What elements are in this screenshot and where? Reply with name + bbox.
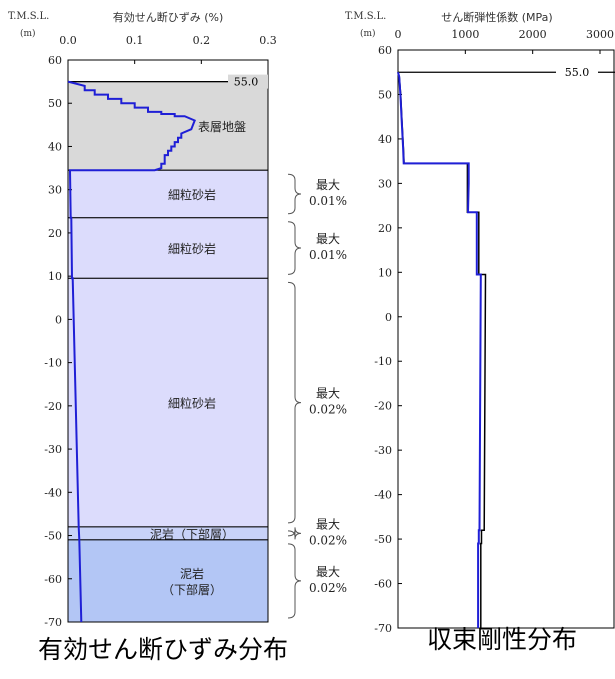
- y-tick-label: -30: [374, 444, 392, 457]
- x-axis-label: せん断弾性係数 (MPa): [441, 10, 552, 24]
- max-value: 0.02%: [309, 581, 347, 595]
- y-axis-label: T.M.S.L.: [8, 11, 49, 22]
- x-axis-label: 有効せん断ひずみ (%): [113, 10, 224, 24]
- x-tick-label: 0.1: [126, 34, 144, 47]
- y-tick-label: -60: [374, 578, 392, 591]
- soil-layer-1: [67, 169, 269, 219]
- max-value: 0.02%: [309, 403, 347, 417]
- y-tick-label: 10: [378, 266, 392, 279]
- y-tick-label: -10: [374, 355, 392, 368]
- x-tick-label: 2000: [519, 28, 547, 41]
- soil-layer-label: 泥岩（下部層）: [150, 526, 234, 541]
- x-tick-label: 3000: [586, 28, 614, 41]
- y-axis-unit: (m): [20, 28, 36, 39]
- y-tick-label: 60: [378, 44, 392, 57]
- soil-layer-label: （下部層）: [162, 582, 222, 597]
- soil-layer-label: 細粒砂岩: [168, 396, 216, 411]
- left-chart-caption: 有効せん断ひずみ分布: [38, 635, 289, 664]
- soil-layer-3: [67, 277, 269, 528]
- annotation-bracket: [287, 527, 302, 540]
- left-plot-frame: [67, 59, 269, 623]
- y-tick-label: 50: [48, 97, 62, 110]
- y-tick-label: -20: [44, 400, 62, 413]
- surface-marker-label: 55.0: [234, 76, 259, 89]
- soil-layer-label: 泥岩: [180, 566, 204, 581]
- y-tick-label: -30: [44, 443, 62, 456]
- annotation-bracket: [287, 281, 302, 524]
- y-tick-label: 30: [48, 184, 62, 197]
- y-tick-label: -10: [44, 357, 62, 370]
- y-tick-label: -40: [374, 489, 392, 502]
- max-label: 最大: [316, 517, 340, 531]
- y-tick-label: 60: [48, 54, 62, 67]
- stiffness-series-line-blue: [397, 71, 482, 628]
- surface-marker-bg: [556, 65, 598, 80]
- right-plot-frame: [397, 49, 615, 629]
- surface-marker-label: 55.0: [565, 66, 590, 79]
- y-axis-unit: (m): [360, 28, 376, 39]
- x-tick-label: 0: [395, 28, 402, 41]
- y-tick-label: -20: [374, 400, 392, 413]
- x-tick-label: 0.0: [59, 34, 77, 47]
- max-value: 0.01%: [309, 194, 347, 208]
- y-tick-label: 40: [48, 140, 62, 153]
- right-chart-caption: 収束剛性分布: [427, 625, 578, 654]
- y-tick-label: -50: [374, 533, 392, 546]
- y-tick-label: 30: [378, 177, 392, 190]
- max-label: 最大: [316, 232, 340, 246]
- x-tick-label: 1000: [451, 28, 479, 41]
- max-value: 0.01%: [309, 248, 347, 262]
- y-tick-label: 0: [385, 311, 392, 324]
- soil-layer-label: 表層地盤: [198, 120, 246, 134]
- soil-layer-2: [67, 217, 269, 279]
- annotation-bracket: [287, 543, 302, 619]
- annotation-bracket: [287, 221, 302, 275]
- y-tick-label: 40: [378, 133, 392, 146]
- surface-marker-bg: [228, 74, 268, 89]
- y-tick-label: 20: [378, 222, 392, 235]
- y-tick-label: -60: [44, 573, 62, 586]
- y-tick-label: 0: [55, 313, 62, 326]
- y-tick-label: 10: [48, 270, 62, 283]
- y-tick-label: -40: [44, 486, 62, 499]
- soil-layer-5: [67, 539, 269, 623]
- max-label: 最大: [316, 387, 340, 401]
- y-axis-label: T.M.S.L.: [345, 11, 386, 22]
- x-tick-label: 0.2: [193, 34, 211, 47]
- y-tick-label: 50: [378, 88, 392, 101]
- soil-layer-label: 細粒砂岩: [168, 241, 216, 256]
- y-tick-label: 20: [48, 227, 62, 240]
- y-tick-label: -70: [44, 616, 62, 629]
- y-tick-label: -50: [44, 530, 62, 543]
- strain-series-line: [67, 80, 196, 623]
- max-label: 最大: [316, 178, 340, 192]
- soil-layer-label: 細粒砂岩: [168, 187, 216, 202]
- max-label: 最大: [316, 565, 340, 579]
- y-tick-label: -70: [374, 622, 392, 635]
- x-tick-label: 0.3: [259, 34, 277, 47]
- sky-area: [68, 60, 268, 82]
- annotation-bracket: [287, 173, 302, 215]
- max-value: 0.02%: [309, 533, 347, 547]
